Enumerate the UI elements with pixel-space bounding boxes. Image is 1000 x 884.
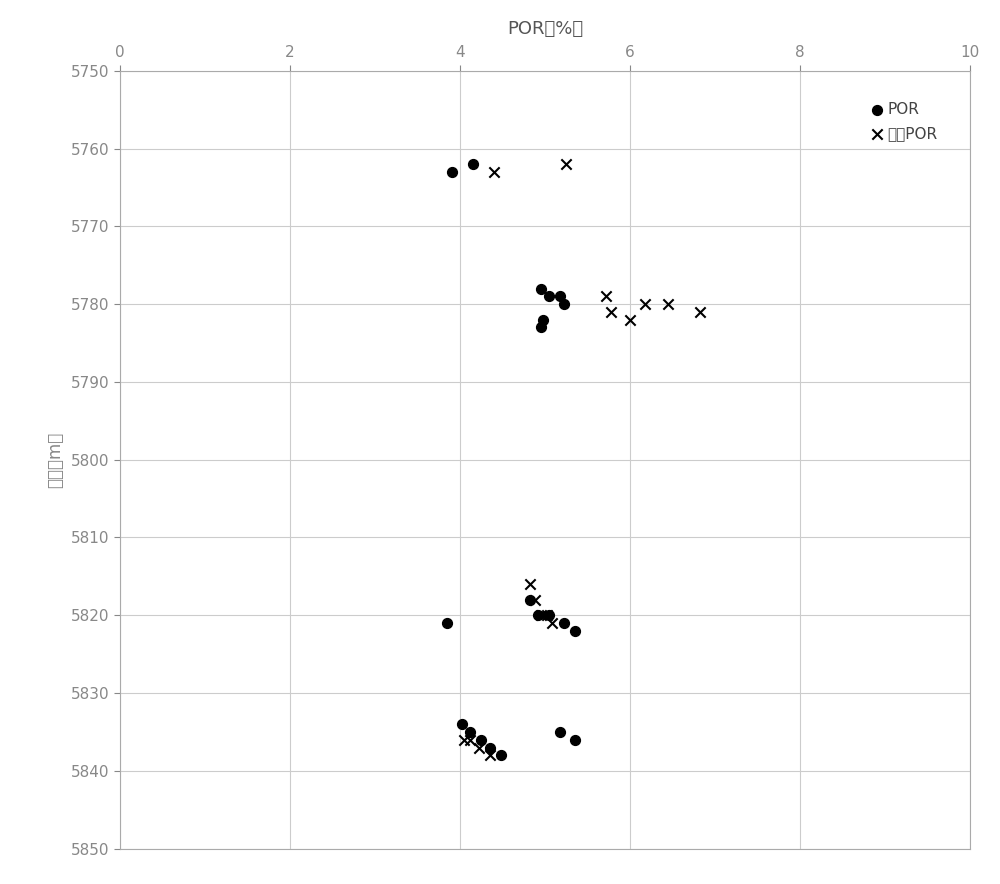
POR xyxy=(533,281,549,295)
POR xyxy=(473,733,489,747)
POR xyxy=(541,289,557,303)
计算POR xyxy=(558,157,574,171)
POR xyxy=(552,289,568,303)
POR xyxy=(533,320,549,334)
计算POR xyxy=(522,577,538,591)
计算POR xyxy=(660,297,676,311)
计算POR xyxy=(456,733,472,747)
POR xyxy=(541,608,557,622)
POR xyxy=(567,733,583,747)
计算POR xyxy=(544,616,560,630)
计算POR xyxy=(622,313,638,327)
POR xyxy=(535,313,551,327)
计算POR xyxy=(486,164,502,179)
计算POR xyxy=(533,608,549,622)
POR xyxy=(522,592,538,606)
POR xyxy=(482,741,498,755)
计算POR xyxy=(471,741,487,755)
计算POR xyxy=(527,592,543,606)
计算POR xyxy=(603,305,619,319)
计算POR xyxy=(598,289,614,303)
计算POR xyxy=(462,733,478,747)
计算POR xyxy=(482,748,498,762)
POR xyxy=(439,616,455,630)
POR xyxy=(556,616,572,630)
POR xyxy=(454,717,470,731)
Legend: POR, 计算POR: POR, 计算POR xyxy=(863,94,945,149)
Y-axis label: 井深（m）: 井深（m） xyxy=(46,431,64,488)
POR xyxy=(444,164,460,179)
计算POR xyxy=(692,305,708,319)
POR xyxy=(552,725,568,739)
计算POR xyxy=(637,297,653,311)
X-axis label: POR（%）: POR（%） xyxy=(507,20,583,38)
POR xyxy=(493,748,509,762)
POR xyxy=(567,624,583,638)
POR xyxy=(530,608,546,622)
POR xyxy=(556,297,572,311)
计算POR xyxy=(539,608,555,622)
POR xyxy=(465,157,481,171)
POR xyxy=(462,725,478,739)
